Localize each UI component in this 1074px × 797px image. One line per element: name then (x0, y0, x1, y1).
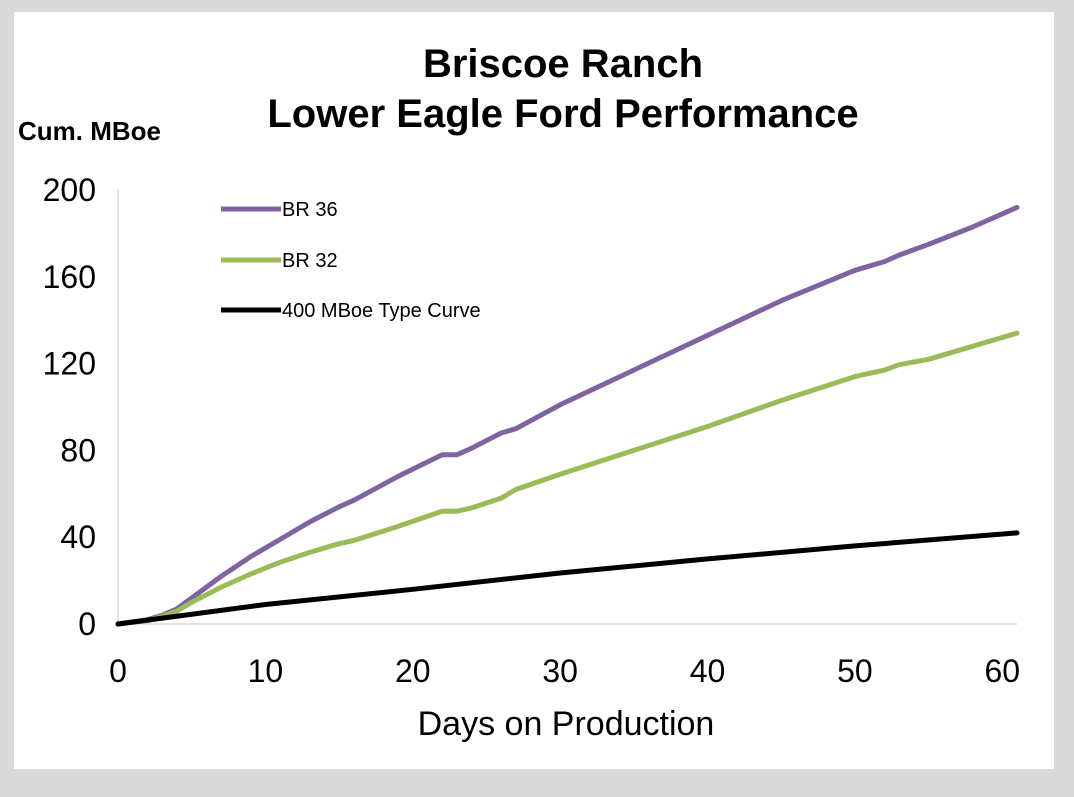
chart-title: Briscoe Ranch (423, 42, 703, 86)
x-tick-label-10: 10 (248, 653, 284, 689)
x-tick-label-40: 40 (690, 653, 726, 689)
series-line-3 (115, 530, 1020, 627)
x-tick-labels: 0 10 20 30 40 50 60 (109, 653, 1020, 689)
x-tick-label-0: 0 (109, 653, 127, 689)
x-axis-label: Days on Production (418, 705, 715, 743)
series-line-2 (115, 330, 1020, 627)
legend: BR 36 BR 32 400 MBoe Type Curve (221, 199, 481, 322)
x-tick-label-30: 30 (542, 653, 578, 689)
y-tick-label-80: 80 (60, 432, 96, 468)
x-tick-label-50: 50 (837, 653, 873, 689)
legend-item-1: BR 36 (221, 199, 338, 221)
y-tick-label-160: 160 (43, 259, 96, 295)
x-tick-label-20: 20 (395, 653, 431, 689)
legend-item-2: BR 32 (221, 250, 338, 272)
legend-item-3: 400 MBoe Type Curve (221, 300, 481, 322)
x-tick-label-60: 60 (984, 653, 1020, 689)
line-chart: Briscoe Ranch Lower Eagle Ford Performan… (18, 42, 1020, 743)
y-tick-label-40: 40 (60, 519, 96, 555)
chart-frame: Briscoe Ranch Lower Eagle Ford Performan… (14, 12, 1054, 769)
series-lines (115, 204, 1020, 627)
chart-subtitle: Lower Eagle Ford Performance (267, 92, 858, 136)
legend-label-3: 400 MBoe Type Curve (282, 300, 481, 322)
series-line-1 (115, 204, 1020, 627)
y-tick-label-120: 120 (43, 346, 96, 382)
legend-label-1: BR 36 (282, 199, 338, 221)
y-tick-label-200: 200 (43, 172, 96, 208)
y-axis-label: Cum. MBoe (18, 116, 161, 146)
y-tick-labels: 0 40 80 120 160 200 (43, 172, 96, 642)
y-tick-label-0: 0 (78, 606, 96, 642)
legend-label-2: BR 32 (282, 250, 338, 272)
